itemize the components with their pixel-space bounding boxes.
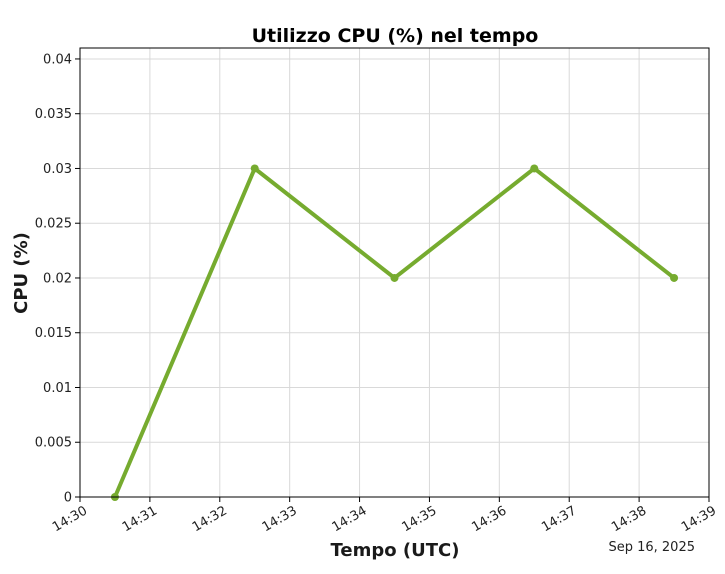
- y-tick-label: 0.03: [43, 162, 72, 177]
- tick-labels: 0 0.005 0.01 0.015 0.02 0.025 0.03 0.035 0.04 14:…: [35, 52, 719, 535]
- y-tick-label: 0.04: [43, 52, 72, 67]
- chart-title: Utilizzo CPU (%) nel tempo: [252, 25, 539, 47]
- x-tick-label: 14:34: [330, 503, 370, 535]
- data-point: [530, 164, 539, 173]
- y-tick-label: 0.035: [35, 107, 72, 122]
- plot-frame: [79, 47, 710, 498]
- x-tick-label: 14:30: [50, 503, 90, 535]
- y-tick-label: 0.025: [35, 217, 72, 232]
- x-tick-label: 14:36: [469, 503, 509, 535]
- x-tick-label: 14:31: [120, 503, 160, 535]
- data-point: [390, 273, 399, 282]
- date-label: Sep 16, 2025: [608, 540, 695, 555]
- x-axis-label: Tempo (UTC): [331, 540, 460, 561]
- x-tick-label: 14:37: [539, 503, 579, 535]
- data-point: [250, 164, 259, 173]
- data-point: [670, 273, 679, 282]
- y-tick-label: 0: [64, 491, 72, 506]
- y-tick-label: 0.01: [43, 381, 72, 396]
- x-tick-label: 14:35: [399, 503, 439, 535]
- y-tick-label: 0.005: [35, 436, 72, 451]
- y-axis-label: CPU (%): [11, 232, 32, 314]
- x-tick-label: 14:32: [190, 503, 230, 535]
- y-tick-label: 0.015: [35, 326, 72, 341]
- x-tick-label: 14:38: [609, 503, 649, 535]
- grid: [79, 48, 710, 498]
- y-tick-label: 0.02: [43, 271, 72, 286]
- x-tick-label: 14:33: [260, 503, 300, 535]
- x-tick-label: 14:39: [679, 503, 719, 535]
- series-layer: [110, 164, 679, 501]
